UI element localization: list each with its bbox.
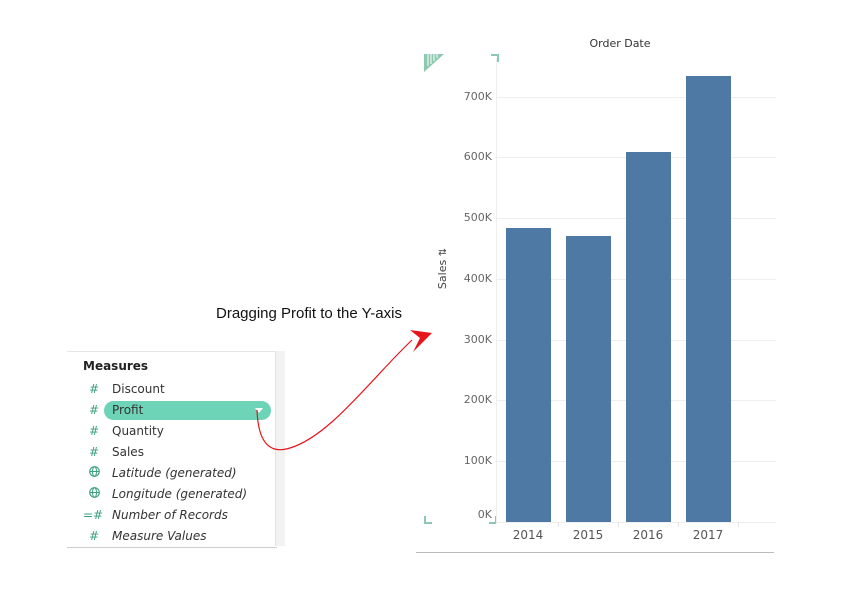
chart-bottom-border [416, 552, 774, 553]
corner-marker [424, 516, 432, 524]
globe-icon [87, 466, 101, 480]
x-tick: 2016 [632, 528, 664, 542]
chart-title: Order Date [589, 37, 651, 50]
measure-number-of-records[interactable]: =# Number of Records [67, 506, 277, 526]
x-separator [558, 522, 559, 527]
x-separator [678, 522, 679, 527]
annotation-text: Dragging Profit to the Y-axis [216, 305, 402, 322]
measure-profit[interactable]: # Profit [67, 401, 277, 421]
measure-label: Discount [112, 382, 165, 396]
y-tick: 100K [463, 454, 492, 467]
bar-2014[interactable] [506, 228, 551, 522]
measure-discount[interactable]: # Discount [67, 380, 277, 400]
measure-label: Sales [112, 445, 144, 459]
y-tick: 600K [463, 150, 492, 163]
y-axis-line [496, 58, 497, 524]
measures-panel: Measures # Discount # Profit # Quantity … [67, 351, 277, 548]
sort-icon[interactable]: ⇅ [438, 247, 450, 257]
y-tick: 400K [463, 272, 492, 285]
panel-scrollbar[interactable] [275, 351, 285, 546]
bar-2017[interactable] [686, 76, 731, 522]
x-tick: 2014 [512, 528, 544, 542]
corner-marker [491, 54, 499, 62]
x-tick: 2017 [692, 528, 724, 542]
hash-icon: # [88, 382, 100, 396]
bar-2015[interactable] [566, 236, 611, 522]
y-tick: 700K [463, 90, 492, 103]
measures-title: Measures [83, 359, 149, 373]
profit-pill[interactable]: Profit [104, 401, 271, 420]
drop-zone-corner-icon [424, 54, 444, 72]
gridline [496, 97, 776, 98]
gridline [496, 522, 776, 523]
measure-label: Latitude (generated) [112, 466, 237, 480]
caret-down-icon[interactable] [255, 408, 263, 413]
hash-icon: # [88, 529, 100, 543]
x-separator [618, 522, 619, 527]
measure-label: Profit [112, 403, 144, 417]
y-tick: 200K [463, 393, 492, 406]
measure-latitude[interactable]: Latitude (generated) [67, 464, 277, 484]
bar-2016[interactable] [626, 152, 671, 522]
hash-icon: # [88, 403, 100, 417]
measure-label: Measure Values [112, 529, 207, 543]
hash-icon: # [88, 424, 100, 438]
measure-longitude[interactable]: Longitude (generated) [67, 485, 277, 505]
y-tick: 300K [463, 333, 492, 346]
globe-icon [87, 487, 101, 501]
calc-hash-icon: =# [83, 508, 104, 522]
measure-quantity[interactable]: # Quantity [67, 422, 277, 442]
measure-label: Quantity [112, 424, 164, 438]
measure-sales[interactable]: # Sales [67, 443, 277, 463]
y-tick: 0K [477, 508, 492, 521]
measure-measure-values[interactable]: # Measure Values [67, 527, 277, 547]
measure-label: Number of Records [112, 508, 228, 522]
y-tick: 500K [463, 211, 492, 224]
hash-icon: # [88, 445, 100, 459]
x-separator [738, 522, 739, 527]
x-tick: 2015 [572, 528, 604, 542]
measure-label: Longitude (generated) [112, 487, 248, 501]
